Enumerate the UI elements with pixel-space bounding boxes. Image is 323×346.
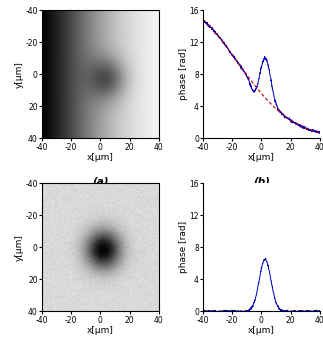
X-axis label: x[μm]: x[μm] (248, 326, 275, 335)
X-axis label: x[μm]: x[μm] (87, 326, 114, 335)
Y-axis label: y[μm]: y[μm] (15, 234, 24, 261)
X-axis label: x[μm]: x[μm] (87, 153, 114, 162)
Y-axis label: y[μm]: y[μm] (15, 61, 24, 88)
Title: (b): (b) (253, 176, 270, 186)
Y-axis label: phase [rad]: phase [rad] (179, 221, 188, 273)
X-axis label: x[μm]: x[μm] (248, 153, 275, 162)
Title: (a): (a) (92, 176, 109, 186)
Y-axis label: phase [rad]: phase [rad] (179, 48, 188, 100)
